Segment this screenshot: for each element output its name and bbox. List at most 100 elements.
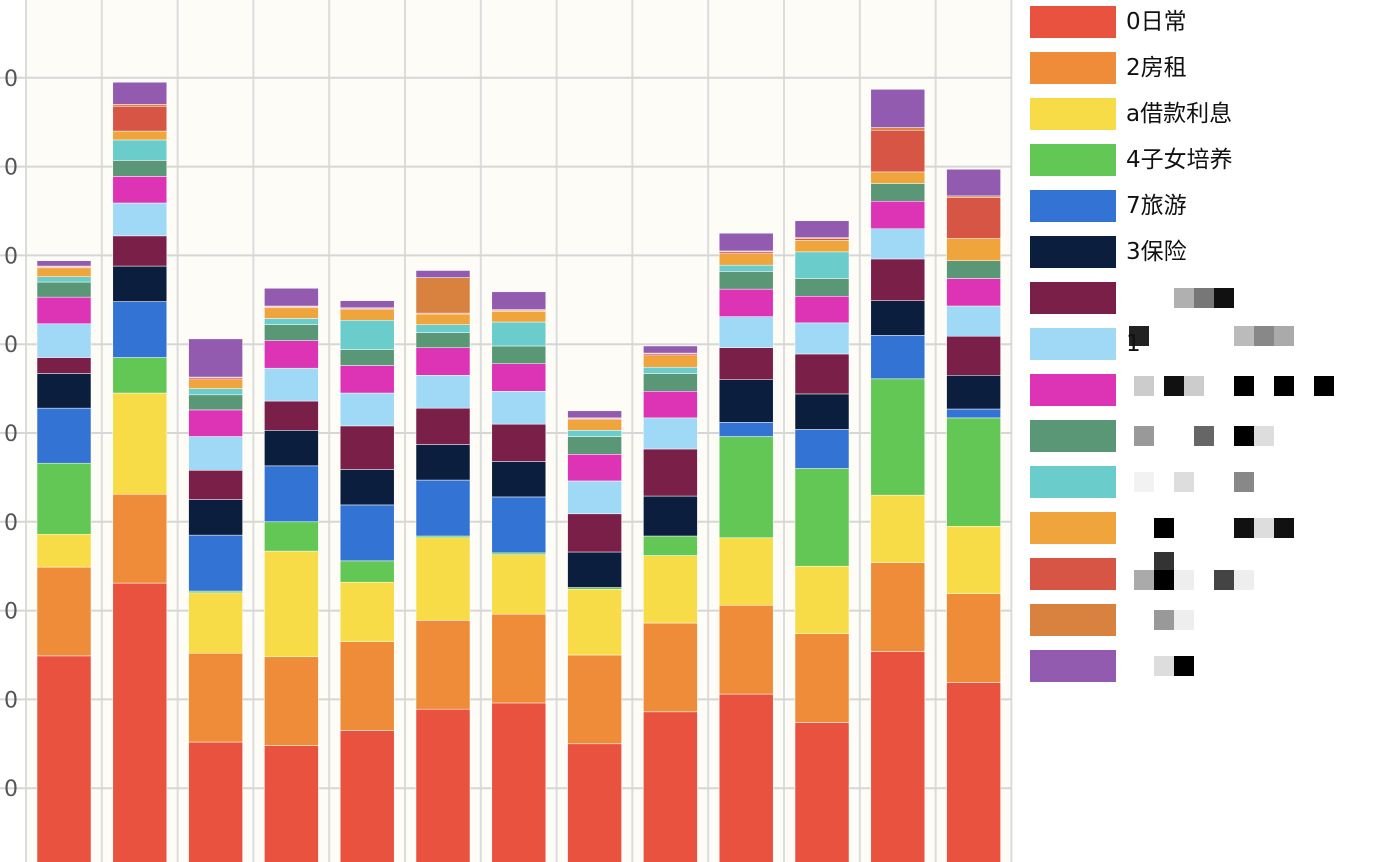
bar-segment-5-2: [188, 499, 243, 536]
bar-segment-6-9: [718, 347, 774, 380]
bar-segment-9-4: [339, 349, 395, 366]
legend-swatch: [1030, 374, 1116, 406]
bar-segment-11-2: [188, 379, 243, 389]
legend-item: [1030, 644, 1380, 690]
bar-segment-13-12: [946, 195, 1001, 198]
y-tick-label: 0: [4, 777, 18, 802]
bar-segment-5-3: [264, 430, 319, 467]
bar-segment-5-1: [112, 265, 168, 302]
bar-segment-4-3: [264, 465, 319, 523]
bar-segment-7-7: [567, 480, 622, 515]
redacted-label: [1124, 644, 1364, 688]
redacted-label: [1124, 414, 1364, 458]
bar-segment-3-6: [491, 552, 547, 555]
y-tick-label: 0: [4, 244, 18, 269]
bar-segment-3-4: [339, 560, 395, 583]
legend-item: [1030, 552, 1380, 598]
legend-swatch: [1030, 420, 1116, 452]
bar-segment-11-12: [946, 238, 1001, 261]
bar-segment-12-8: [643, 353, 698, 356]
legend-item: 7旅游: [1030, 184, 1380, 230]
bar-segment-8-9: [718, 288, 774, 317]
bar-segment-12-2: [188, 377, 243, 380]
bar-segment-12-9: [718, 251, 774, 254]
bar-segment-3-11: [870, 378, 926, 496]
legend-label: 1: [1126, 331, 1141, 357]
bar-segment-13-5: [415, 277, 471, 314]
y-tick-label: 0: [4, 67, 18, 92]
bar-segment-2-1: [112, 392, 168, 495]
legend-swatch: [1030, 466, 1116, 498]
bar-segment-7-11: [870, 228, 926, 260]
bar-segment-8-5: [415, 347, 471, 376]
bar-segment-0-9: [718, 693, 774, 862]
bar-segment-2-10: [794, 565, 850, 634]
bar-segment-8-4: [339, 365, 395, 394]
bar-segment-9-7: [567, 436, 622, 455]
legend-swatch: [1030, 604, 1116, 636]
bar-segment-8-6: [491, 363, 547, 392]
bar-segment-5-0: [36, 373, 92, 409]
bar-segment-4-12: [946, 408, 1001, 419]
bar-segment-3-10: [794, 468, 850, 567]
bar-segment-10-10: [794, 251, 850, 279]
bar-segment-14-1: [112, 81, 168, 105]
bar-segment-14-8: [643, 345, 698, 354]
legend-item: [1030, 414, 1380, 460]
legend-swatch: [1030, 236, 1116, 268]
redacted-label: [1124, 460, 1364, 504]
bar-segment-4-11: [870, 335, 926, 380]
legend-swatch: [1030, 512, 1116, 544]
y-axis-ticks: 0 0 0 0 0 0 0 0 0: [4, 67, 18, 802]
bar-segment-7-12: [946, 305, 1001, 337]
bar-segment-11-6: [491, 311, 547, 323]
bar-segment-6-6: [491, 423, 547, 462]
bar-segment-10-1: [112, 139, 168, 161]
bar-segment-2-3: [264, 550, 319, 658]
bar-segment-10-9: [718, 264, 774, 272]
legend: 0日常 2房租 a借款利息 4子女培养 7旅游 3保险 1: [1030, 0, 1380, 690]
bar-segment-13-1: [112, 104, 168, 107]
y-tick-label: 0: [4, 422, 18, 447]
bar-segment-14-0: [36, 260, 92, 267]
legend-item: [1030, 506, 1380, 552]
bar-segment-4-4: [339, 504, 395, 562]
bar-segment-4-5: [415, 479, 471, 537]
legend-item: 2房租: [1030, 46, 1380, 92]
bar-segment-7-9: [718, 316, 774, 349]
bar-segment-6-0: [36, 357, 92, 374]
bar-segment-14-10: [794, 220, 850, 238]
bar-segment-12-10: [794, 238, 850, 241]
redacted-label: [1124, 506, 1364, 550]
bar-segment-0-5: [415, 708, 471, 862]
bar-segment-0-0: [36, 655, 92, 862]
legend-label: 2房租: [1126, 55, 1187, 81]
bar-segment-5-7: [567, 551, 622, 588]
bar-segment-1-0: [36, 566, 92, 657]
bar-segment-4-1: [112, 301, 168, 358]
bar-segment-0-3: [264, 745, 319, 862]
bar-segment-5-9: [718, 379, 774, 423]
bar-segment-9-3: [264, 324, 319, 341]
bar-segment-9-11: [870, 183, 926, 202]
y-tick-label: 0: [4, 600, 18, 625]
bar-segment-3-5: [415, 535, 471, 539]
bar-segment-7-0: [36, 323, 92, 358]
legend-item: 4子女培养: [1030, 138, 1380, 184]
legend-item: a借款利息: [1030, 92, 1380, 138]
bar-segment-12-11: [870, 129, 926, 173]
bar-segment-14-12: [946, 169, 1001, 197]
bar-segment-7-2: [188, 436, 243, 471]
bar-segment-0-6: [491, 702, 547, 862]
bar-segment-8-3: [264, 340, 319, 369]
legend-label: 4子女培养: [1126, 147, 1233, 173]
legend-label: 3保险: [1126, 239, 1187, 265]
stacked-bar-chart: 0 0 0 0 0 0 0 0 0: [0, 0, 1013, 862]
bar-segment-10-8: [643, 367, 698, 374]
bar-segment-8-2: [188, 409, 243, 437]
bar-segment-4-6: [491, 496, 547, 554]
bar-segment-6-10: [794, 353, 850, 395]
bar-segment-9-8: [643, 373, 698, 392]
bar-segment-2-2: [188, 592, 243, 654]
bar-segment-1-9: [718, 605, 774, 695]
